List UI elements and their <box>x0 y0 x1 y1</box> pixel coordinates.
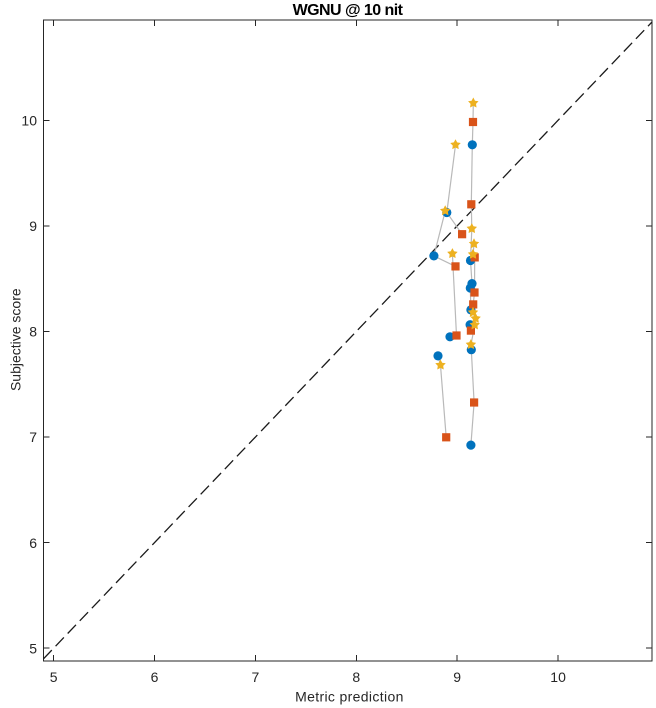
svg-text:Metric prediction: Metric prediction <box>295 688 404 704</box>
svg-text:8: 8 <box>29 324 37 340</box>
svg-text:6: 6 <box>151 669 159 685</box>
svg-text:9: 9 <box>29 218 37 234</box>
svg-text:7: 7 <box>29 429 37 445</box>
svg-text:Subjective score: Subjective score <box>7 288 23 391</box>
svg-text:6: 6 <box>29 535 37 551</box>
svg-text:5: 5 <box>50 669 58 685</box>
svg-text:10: 10 <box>550 669 566 685</box>
svg-text:WGNU @ 10 nit: WGNU @ 10 nit <box>293 2 404 19</box>
svg-text:5: 5 <box>29 640 37 656</box>
svg-text:7: 7 <box>252 669 260 685</box>
svg-text:8: 8 <box>352 669 360 685</box>
svg-text:10: 10 <box>21 113 37 129</box>
svg-text:9: 9 <box>453 669 461 685</box>
